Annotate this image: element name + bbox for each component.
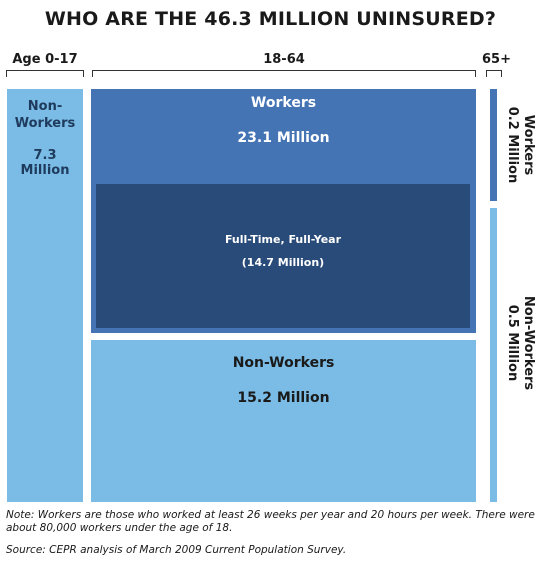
- rect-18-64-non-workers: [91, 340, 476, 502]
- rect-18-64-full-time-full-year: [96, 184, 470, 328]
- value-65-plus-workers: 0.2 Million: [505, 106, 520, 184]
- value-age-0-17-non-workers: 7.3 Million: [20, 148, 70, 178]
- group-bracket-65-plus: [486, 70, 502, 77]
- label-65-plus-non-workers-block: Non-Workers 0.5 Million: [502, 288, 536, 398]
- group-label-65-plus: 65+: [482, 52, 511, 67]
- rect-65-plus-non-workers: [490, 208, 497, 502]
- label-18-64-workers: Workers: [250, 95, 317, 111]
- label-65-plus-workers: Workers: [521, 114, 536, 176]
- chart-title: WHO ARE THE 46.3 MILLION UNINSURED?: [44, 8, 497, 30]
- label-age-0-17-non-workers: Non-Workers: [14, 99, 76, 131]
- label-full-time-full-year: Full-Time, Full-Year: [224, 233, 342, 246]
- value-18-64-workers: 23.1 Million: [237, 130, 330, 146]
- rect-age-0-17-non-workers: [7, 89, 83, 502]
- group-label-18-64: 18-64: [263, 52, 305, 67]
- label-65-plus-non-workers: Non-Workers: [521, 295, 536, 391]
- value-full-time-full-year: (14.7 Million): [241, 256, 325, 269]
- rect-65-plus-workers: [490, 89, 497, 201]
- source-note: Source: CEPR analysis of March 2009 Curr…: [6, 544, 347, 556]
- footnote: Note: Workers are those who worked at le…: [6, 509, 535, 534]
- label-18-64-non-workers: Non-Workers: [232, 355, 335, 371]
- group-bracket-18-64: [92, 70, 476, 77]
- group-bracket-age-0-17: [6, 70, 84, 77]
- group-label-age-0-17: Age 0-17: [12, 52, 78, 67]
- label-65-plus-workers-block: Workers 0.2 Million: [502, 90, 536, 200]
- value-18-64-non-workers: 15.2 Million: [237, 390, 330, 406]
- value-65-plus-non-workers: 0.5 Million: [505, 304, 520, 382]
